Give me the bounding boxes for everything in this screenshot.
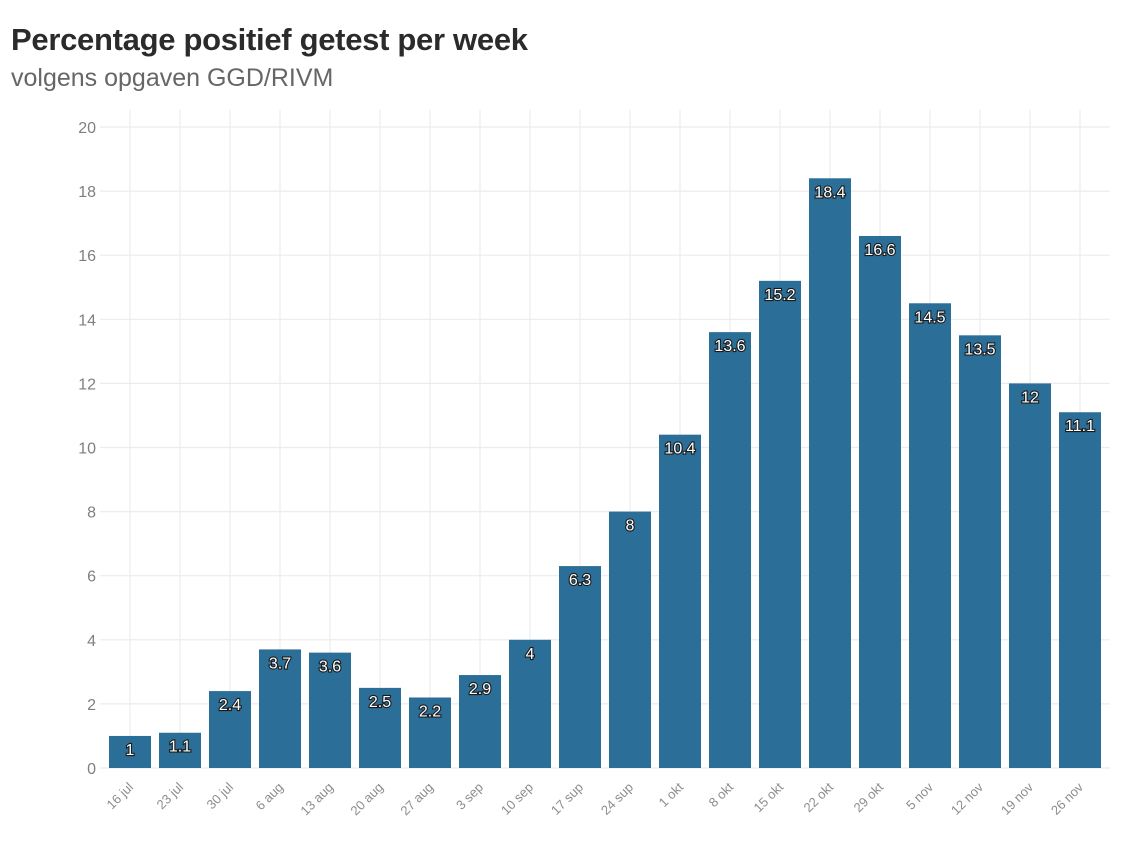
bar [359,687,401,768]
bar [1059,412,1101,768]
y-tick-label: 16 [78,248,96,265]
y-tick-label: 4 [87,633,96,650]
bar [309,652,351,768]
bars [109,178,1101,769]
data-label: 11.1 [1065,418,1095,435]
x-tick-label: 12 nov [948,779,987,818]
x-tick-label: 17 sup [548,780,586,818]
y-tick-label: 6 [87,569,96,586]
x-tick-label: 22 okt [800,779,836,815]
bar [659,434,701,768]
x-tick-label: 19 nov [998,779,1037,818]
bar [709,332,751,768]
y-tick-label: 12 [78,376,96,393]
bar [609,511,651,768]
data-label: 2.5 [369,694,391,711]
data-label: 3.6 [319,659,341,676]
x-tick-label: 29 okt [850,779,886,815]
y-tick-label: 10 [78,441,96,458]
x-tick-label: 10 sep [498,780,536,818]
x-tick-label: 5 nov [903,779,936,812]
x-tick-label: 24 sup [598,780,636,818]
data-label: 6.3 [569,572,591,589]
bar [809,178,851,768]
data-label: 4 [526,646,535,663]
data-label: 13.5 [964,341,995,358]
data-label: 16.6 [864,242,895,259]
x-tick-label: 23 jul [154,779,187,812]
data-label: 13.6 [714,338,745,355]
data-label: 15.2 [764,287,795,304]
bar [559,566,601,768]
y-tick-label: 8 [87,505,96,522]
bar [459,675,501,768]
data-label: 2.4 [219,697,241,714]
bar [209,691,251,768]
chart-subtitle: volgens opgaven GGD/RIVM [11,64,334,92]
data-label: 14.5 [914,309,945,326]
grid-lines [100,110,1110,769]
data-label: 12 [1021,389,1039,406]
bar [109,735,151,768]
data-label: 3.7 [269,655,291,672]
x-tick-label: 13 aug [297,780,336,819]
x-tick-label: 15 okt [750,779,786,815]
data-label: 18.4 [814,184,845,201]
bar [409,697,451,768]
y-tick-label: 18 [78,184,96,201]
bar [759,280,801,768]
data-label: 2.2 [419,703,441,720]
x-tick-label: 1 okt [656,779,687,810]
x-tick-label: 30 jul [204,779,237,812]
y-tick-label: 14 [78,312,96,329]
y-tick-label: 20 [78,120,96,137]
x-tick-label: 27 aug [397,780,436,819]
x-tick-label: 6 aug [253,780,287,814]
bar [959,335,1001,768]
data-label: 10.4 [664,441,695,458]
y-axis-ticks: 0 2 4 6 8 10 12 14 16 18 20 [78,120,96,778]
x-tick-label: 20 aug [347,780,386,819]
bar [159,732,201,768]
x-tick-label: 26 nov [1048,779,1087,818]
x-axis-ticks: 16 jul 23 jul 30 jul 6 aug 13 aug 20 aug 27 au… [104,779,1087,818]
bar [859,235,901,769]
data-label: 1 [126,742,135,759]
y-tick-label: 2 [87,697,96,714]
bar [509,639,551,768]
data-label: 1.1 [169,739,191,756]
bar [1009,383,1051,768]
y-tick-label: 0 [87,761,96,778]
chart-title: Percentage positief getest per week [11,22,528,57]
data-labels: 1 1.12.43.7 3.62.52.22.946.3810.413.615.21… [124,183,1096,760]
data-label: 8 [626,518,635,535]
bar [909,303,951,768]
data-label: 2.9 [469,681,491,698]
x-tick-label: 8 okt [706,779,737,810]
bar [259,649,301,768]
x-tick-label: 16 jul [104,779,137,812]
x-tick-label: 3 sep [453,780,486,813]
